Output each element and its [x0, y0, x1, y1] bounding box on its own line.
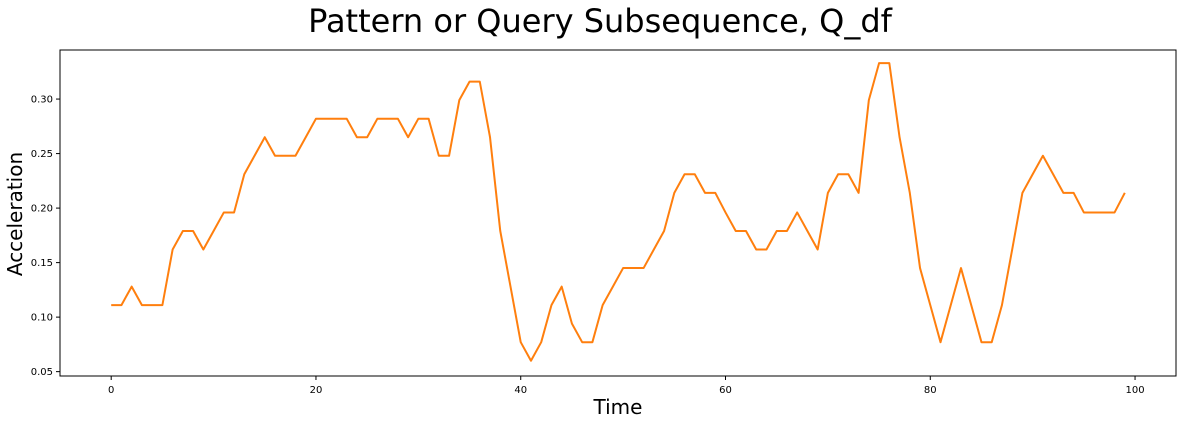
x-tick-label: 0	[108, 385, 114, 396]
y-tick-label: 0.15	[31, 258, 53, 269]
x-tick-label: 80	[924, 385, 937, 396]
plot-area	[59, 49, 1177, 377]
y-tick-label: 0.10	[31, 313, 53, 324]
y-tick-label: 0.20	[31, 204, 53, 215]
y-tick-label: 0.05	[31, 367, 53, 378]
acceleration-series-line	[111, 62, 1126, 362]
x-tick-label: 100	[1125, 385, 1144, 396]
y-axis-ticks: 0.05 0.10 0.15 0.20 0.25 0.30	[31, 95, 60, 378]
y-axis-title: Acceleration	[3, 152, 27, 276]
x-axis-ticks: 0 20 40 60 80 100	[108, 376, 1145, 396]
y-tick-label: 0.30	[31, 95, 53, 106]
chart-title: Pattern or Query Subsequence, Q_df	[308, 2, 893, 40]
y-tick-label: 0.25	[31, 149, 53, 160]
x-tick-label: 60	[719, 385, 732, 396]
x-axis-title: Time	[593, 395, 643, 419]
x-tick-label: 40	[514, 385, 527, 396]
x-tick-label: 20	[310, 385, 323, 396]
